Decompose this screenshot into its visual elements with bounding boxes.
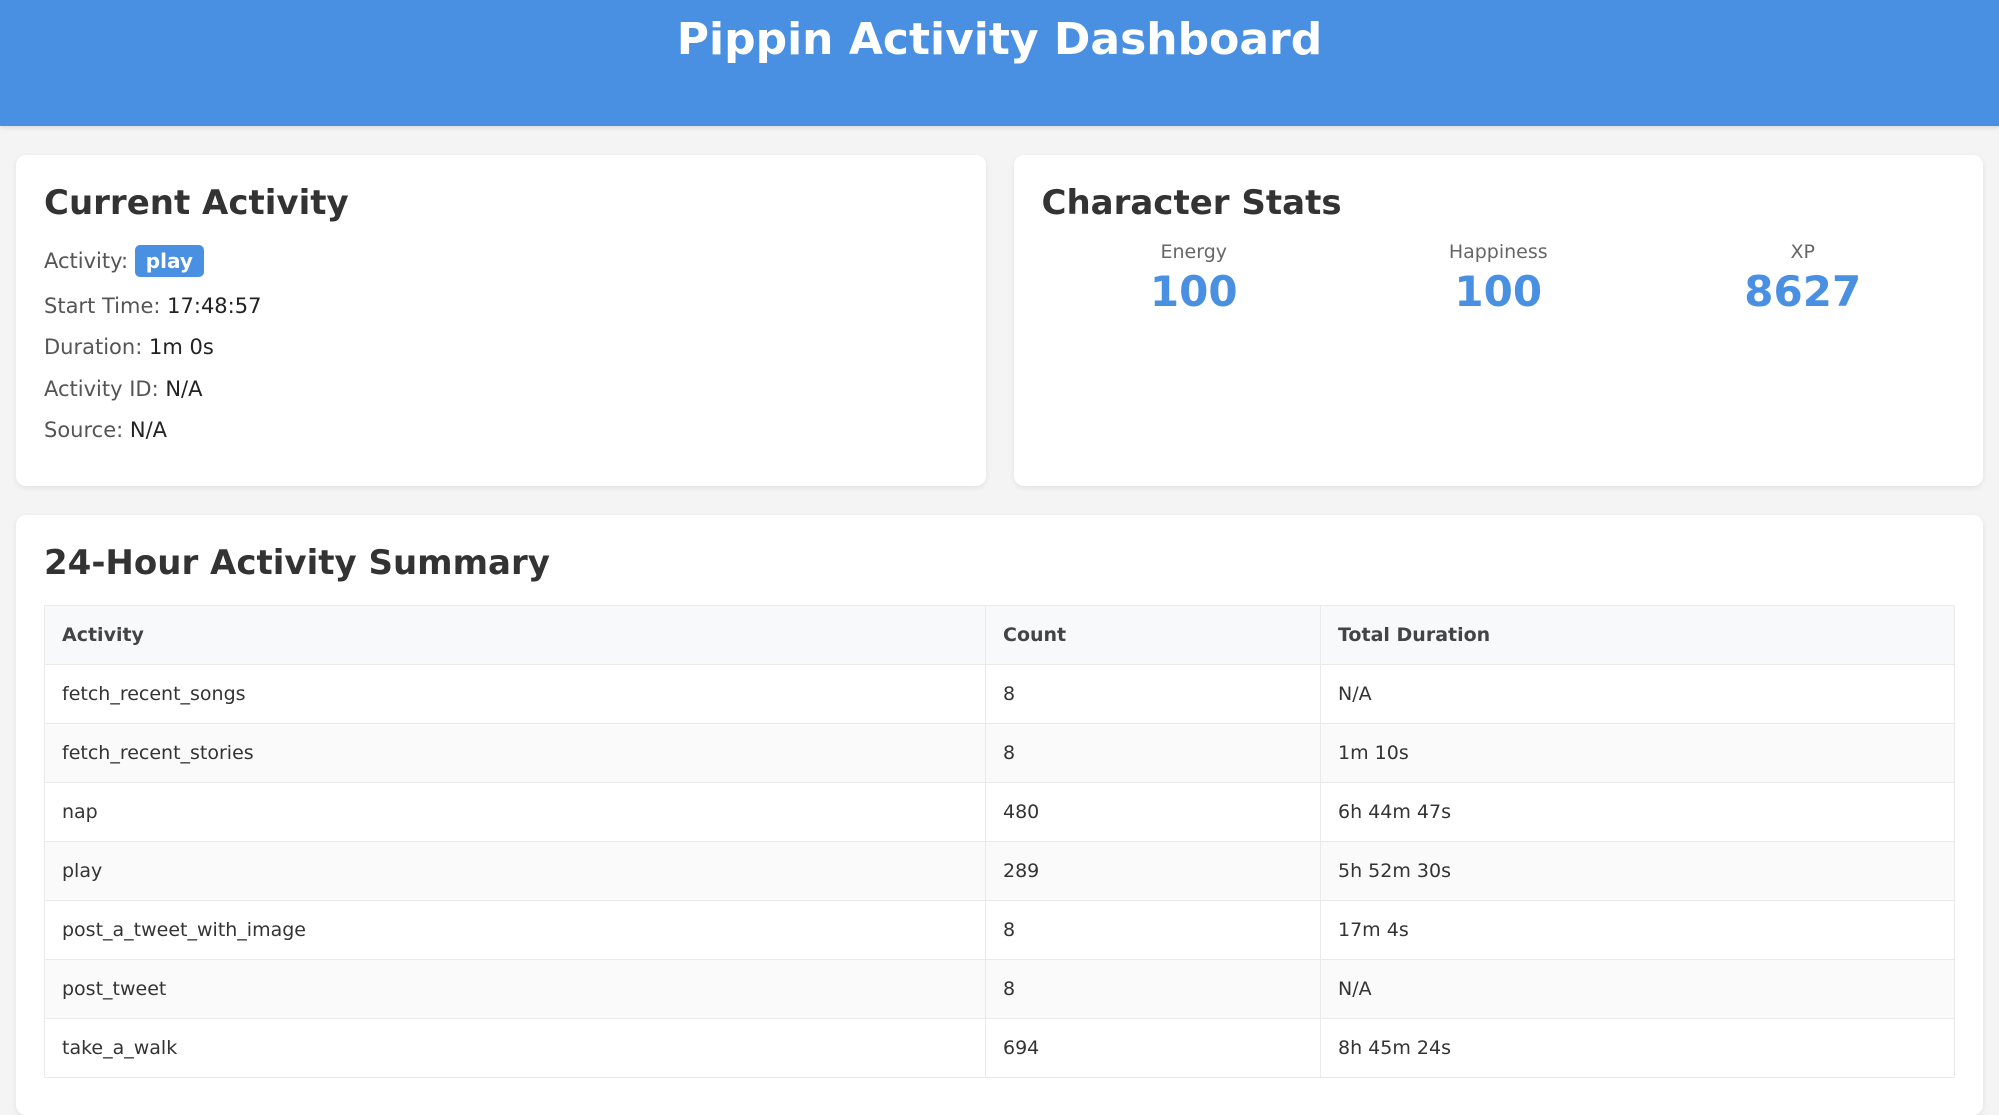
table-row: post_a_tweet_with_image 8 17m 4s	[44, 900, 1955, 960]
stat-label: XP	[1790, 241, 1815, 263]
stat-label: Happiness	[1448, 241, 1548, 263]
stats-row: Energy 100 Happiness 100 XP 8627	[1042, 241, 1956, 316]
stat-energy: Energy 100	[1042, 241, 1347, 316]
column-header-activity: Activity	[44, 605, 986, 665]
activity-label: Activity:	[44, 249, 129, 273]
stat-value: 100	[1454, 267, 1543, 316]
activity-id-label: Activity ID:	[44, 376, 159, 401]
cell-total-duration: 8h 45m 24s	[1320, 1018, 1955, 1078]
cell-count: 8	[985, 900, 1321, 960]
table-row: fetch_recent_songs 8 N/A	[44, 664, 1955, 724]
cell-count: 289	[985, 841, 1321, 901]
activity-summary-card: 24-Hour Activity Summary Activity Count …	[16, 515, 1983, 1115]
top-cards: Current Activity Activity: play Start Ti…	[0, 126, 1999, 486]
cell-count: 694	[985, 1018, 1321, 1078]
source-row: Source: N/A	[44, 417, 958, 443]
cell-total-duration: 17m 4s	[1320, 900, 1955, 960]
current-activity-title: Current Activity	[44, 183, 349, 223]
activity-row: Activity: play	[44, 245, 958, 277]
duration-value: 1m 0s	[148, 335, 214, 359]
table-row: nap 480 6h 44m 47s	[44, 782, 1955, 842]
table-body: fetch_recent_songs 8 N/A fetch_recent_stori…	[44, 664, 1955, 1078]
cell-activity: play	[44, 841, 986, 901]
stat-xp: XP 8627	[1651, 241, 1956, 316]
cell-total-duration: N/A	[1320, 664, 1955, 724]
summary-title: 24-Hour Activity Summary	[44, 543, 550, 583]
stat-label: Energy	[1160, 241, 1228, 263]
start-time-row: Start Time: 17:48:57	[44, 293, 958, 319]
character-stats-card: Character Stats Energy 100 Happiness 100…	[1013, 155, 1983, 486]
activity-id-row: Activity ID: N/A	[44, 376, 958, 402]
activity-summary-table: Activity Count Total Duration fetch_rece…	[44, 605, 1955, 1078]
cell-activity: nap	[44, 782, 986, 842]
cell-activity: post_tweet	[44, 959, 986, 1019]
activity-id-value: N/A	[165, 376, 203, 401]
source-value: N/A	[129, 418, 168, 442]
duration-row: Duration: 1m 0s	[44, 334, 958, 360]
cell-activity: post_a_tweet_with_image	[44, 900, 986, 960]
stat-value: 8627	[1744, 267, 1862, 316]
table-row: play 289 5h 52m 30s	[44, 841, 1955, 901]
cell-total-duration: N/A	[1320, 959, 1955, 1019]
column-header-count: Count	[985, 605, 1321, 665]
table-row: post_tweet 8 N/A	[44, 959, 1955, 1019]
activity-badge: play	[134, 245, 204, 277]
current-activity-card: Current Activity Activity: play Start Ti…	[16, 155, 986, 486]
start-time-value: 17:48:57	[167, 293, 262, 318]
stat-happiness: Happiness 100	[1346, 241, 1651, 316]
cell-activity: fetch_recent_stories	[44, 723, 986, 783]
cell-count: 8	[985, 664, 1321, 724]
page-title: Pippin Activity Dashboard	[676, 14, 1323, 65]
cell-count: 8	[985, 723, 1321, 783]
source-label: Source:	[44, 418, 124, 442]
cell-total-duration: 1m 10s	[1320, 723, 1955, 783]
cell-total-duration: 5h 52m 30s	[1320, 841, 1955, 901]
table-header-row: Activity Count Total Duration	[44, 605, 1955, 665]
table-row: take_a_walk 694 8h 45m 24s	[44, 1018, 1955, 1078]
page-header: Pippin Activity Dashboard	[0, 0, 1999, 126]
stat-value: 100	[1149, 267, 1238, 316]
cell-count: 480	[985, 782, 1321, 842]
start-time-label: Start Time:	[44, 293, 161, 318]
table-row: fetch_recent_stories 8 1m 10s	[44, 723, 1955, 783]
cell-activity: fetch_recent_songs	[44, 664, 986, 724]
cell-activity: take_a_walk	[44, 1018, 986, 1078]
duration-label: Duration:	[44, 335, 143, 359]
character-stats-title: Character Stats	[1041, 183, 1342, 223]
column-header-total-duration: Total Duration	[1320, 605, 1955, 665]
cell-total-duration: 6h 44m 47s	[1320, 782, 1955, 842]
cell-count: 8	[985, 959, 1321, 1019]
